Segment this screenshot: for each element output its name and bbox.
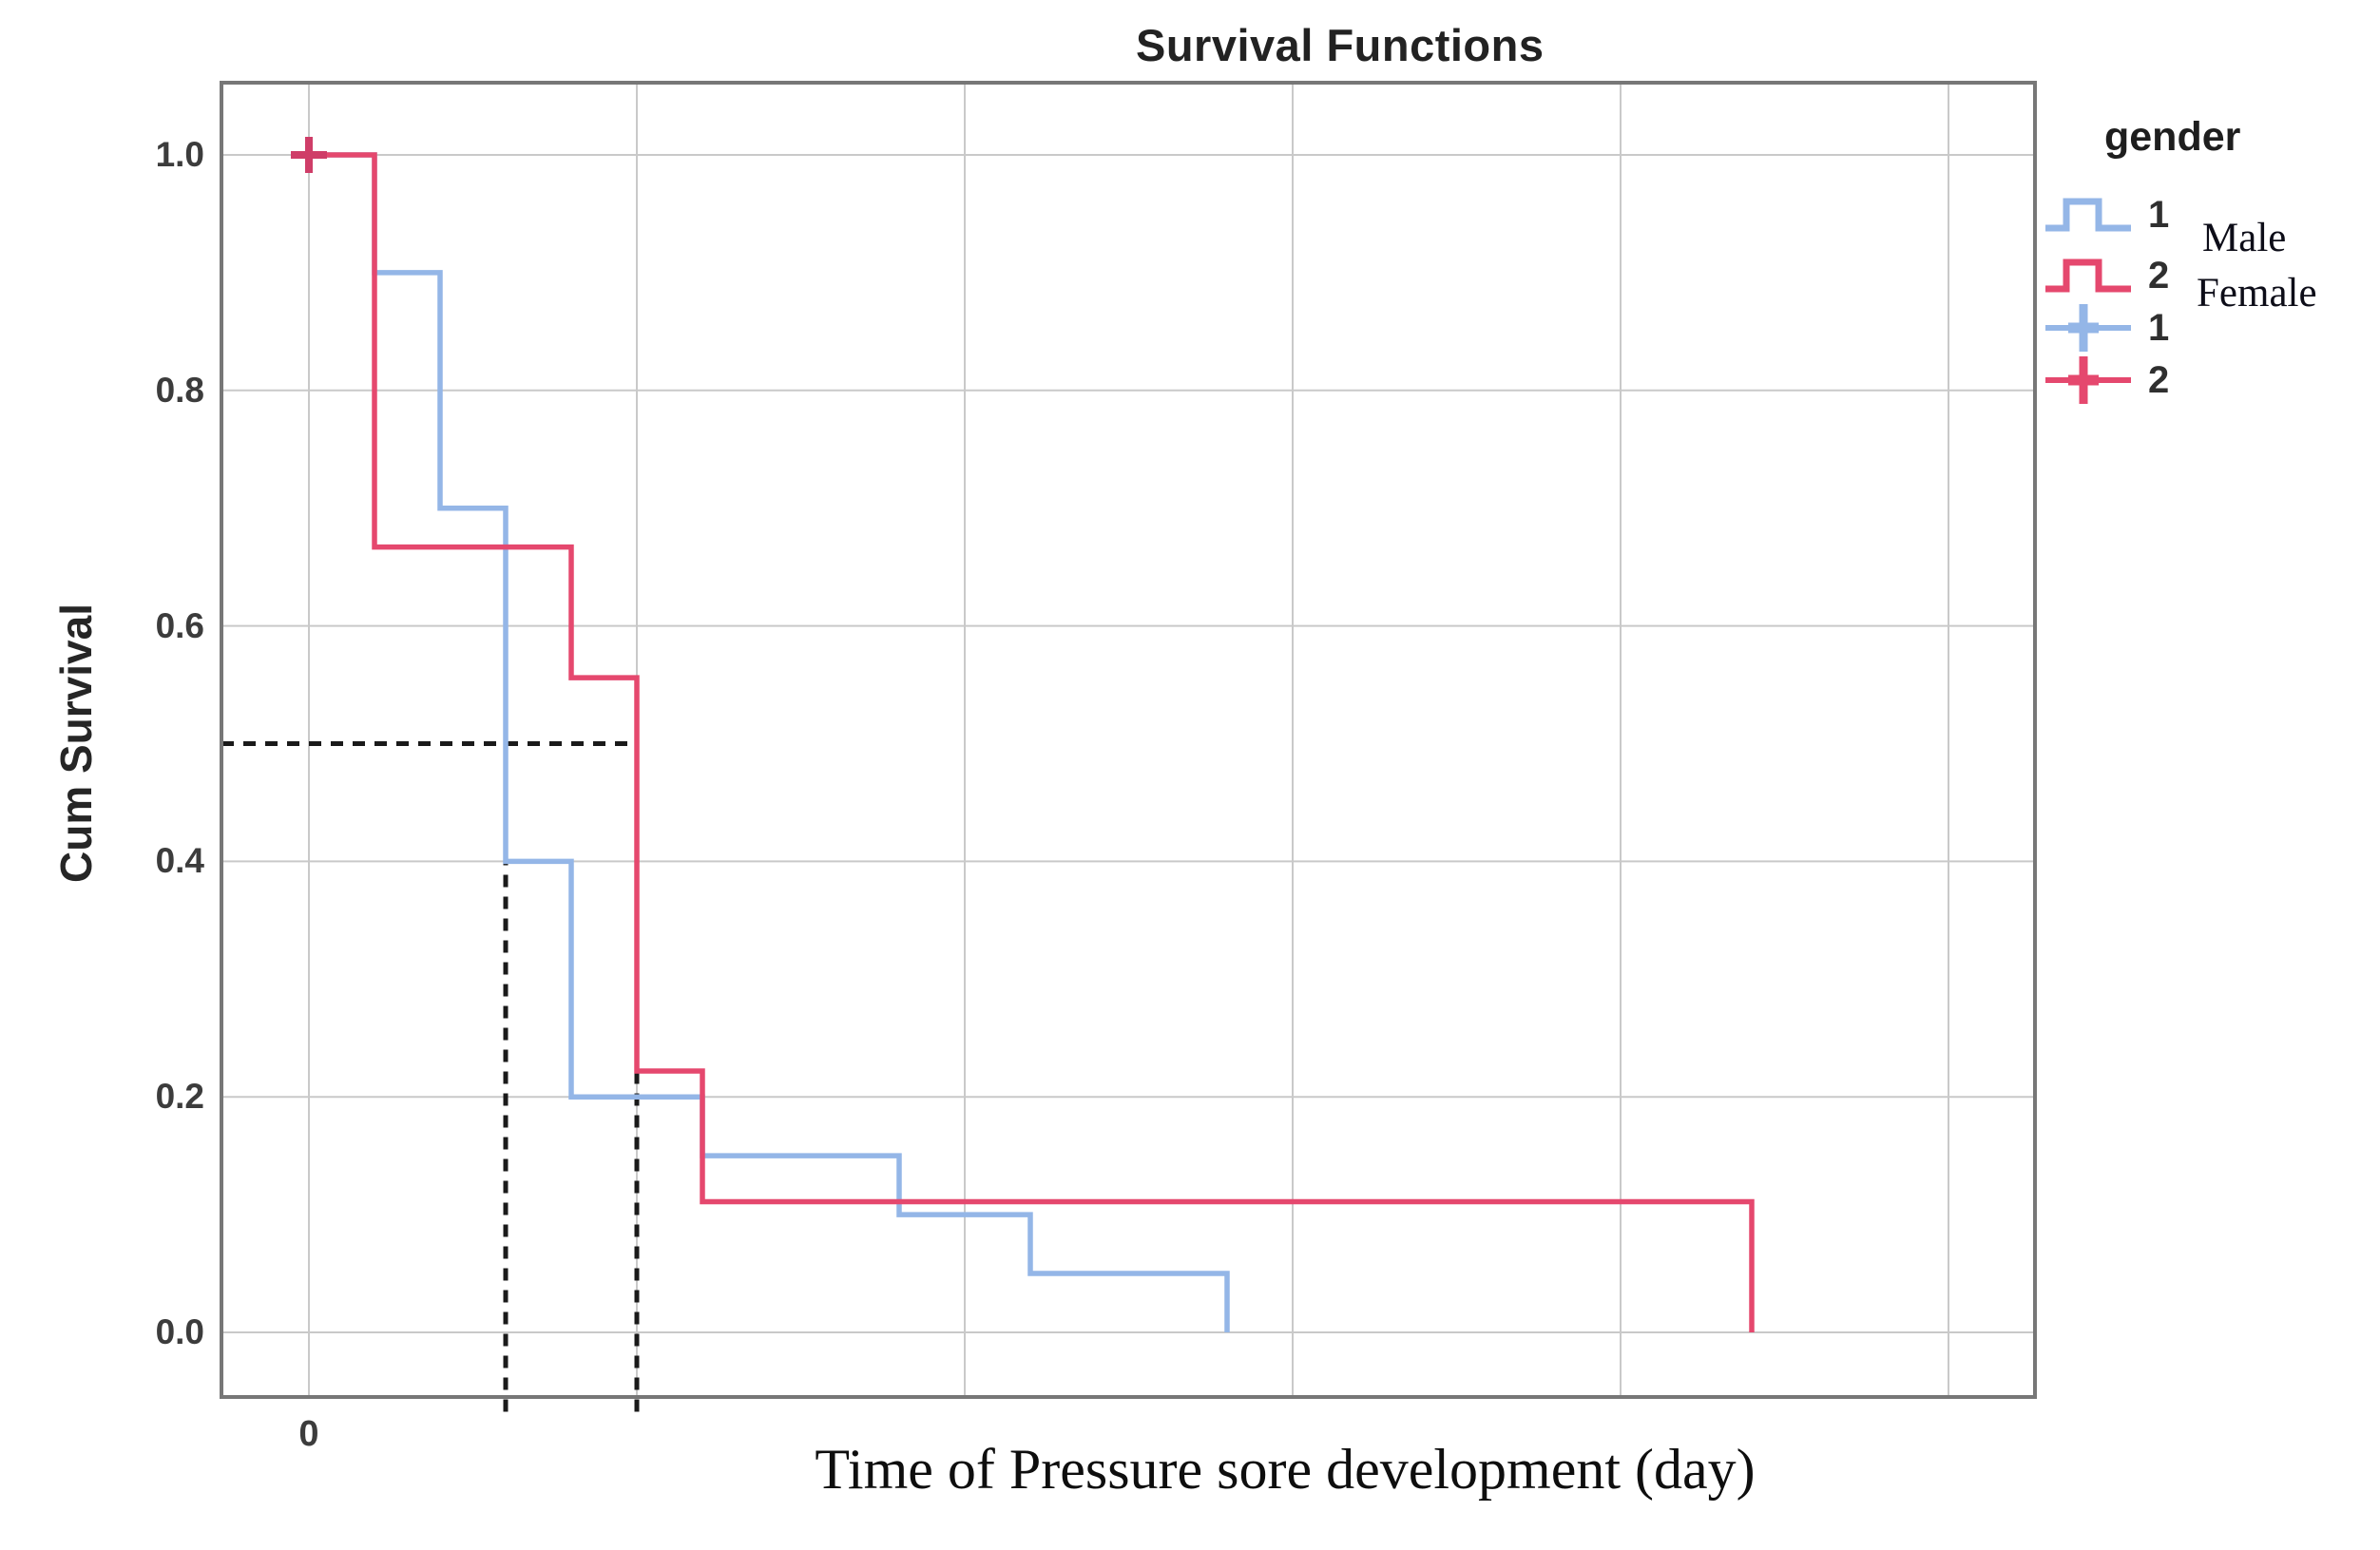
legend-title: gender	[2104, 114, 2241, 160]
legend-item-male-censored: 1	[2044, 301, 2169, 354]
y-tick-label: 0.4	[155, 841, 204, 881]
y-axis-title: Cum Survival	[51, 603, 101, 883]
legend-item-label: 1	[2148, 307, 2170, 349]
step-line-icon	[2045, 258, 2131, 293]
legend-item-label: 2	[2148, 255, 2170, 297]
legend-item-female-censored: 2	[2044, 354, 2169, 407]
y-tick-label: 1.0	[155, 135, 204, 174]
y-tick-label: 0.2	[155, 1077, 204, 1117]
x-tick-label: 0	[298, 1414, 319, 1454]
y-tick-label: 0.6	[155, 605, 204, 645]
censored-cross-icon	[2045, 356, 2131, 404]
legend-item-male-line: 1	[2044, 188, 2169, 241]
legend-item-label: 2	[2148, 359, 2170, 401]
y-tick-label: 0.0	[155, 1312, 204, 1351]
legend-item-female-line: 2	[2044, 249, 2169, 302]
y-tick-label: 0.8	[155, 370, 204, 410]
censored-cross-icon	[2045, 304, 2131, 352]
chart-title: Survival Functions	[1136, 20, 1545, 70]
legend-item-label: 1	[2148, 194, 2170, 236]
annotation-female: Female	[2197, 271, 2317, 316]
x-axis-title: Time of Pressure sore development (day)	[815, 1438, 1756, 1501]
step-line-icon	[2045, 198, 2131, 232]
annotation-male: Male	[2202, 216, 2287, 260]
